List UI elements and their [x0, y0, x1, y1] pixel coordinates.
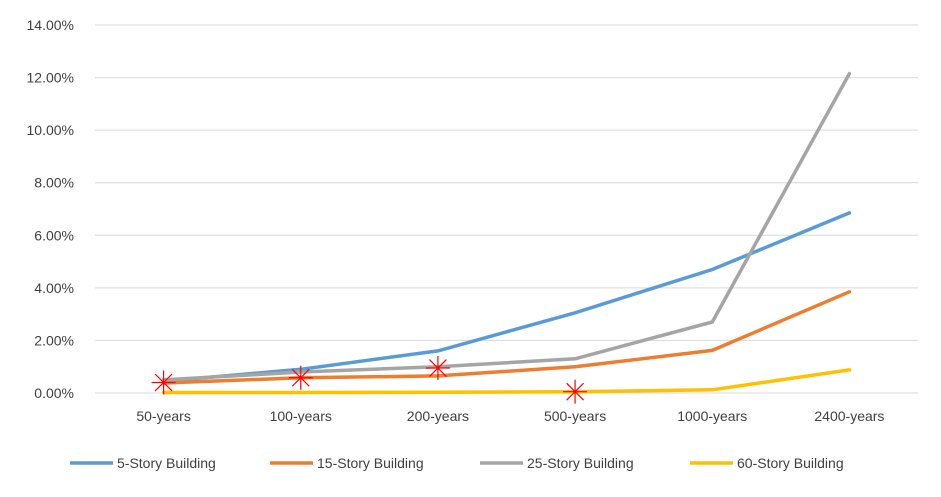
x-tick-label: 200-years — [407, 408, 469, 424]
legend-item: 15-Story Building — [270, 455, 424, 471]
gridlines — [95, 24, 918, 394]
asterisk-marker — [425, 356, 450, 381]
legend-label: 25-Story Building — [527, 455, 634, 471]
x-tick-label: 50-years — [136, 408, 190, 424]
series-line-1 — [161, 211, 852, 383]
highlight-markers — [151, 356, 588, 404]
x-tick-label: 100-years — [270, 408, 332, 424]
y-axis-tick-labels: 0.00% 2.00% 4.00% 6.00% 8.00% 10.00% 12.00% 14.… — [27, 17, 74, 401]
y-tick-label: 10.00% — [27, 122, 74, 138]
legend-label: 60-Story Building — [737, 455, 844, 471]
x-tick-label: 500-years — [544, 408, 606, 424]
series-line-3 — [161, 71, 852, 382]
legend: 5-Story Building 15-Story Building 25-Stor… — [70, 455, 844, 471]
y-tick-label: 6.00% — [34, 227, 74, 243]
series-lines — [161, 71, 852, 395]
asterisk-marker — [151, 370, 176, 395]
legend-item: 25-Story Building — [480, 455, 634, 471]
y-tick-label: 2.00% — [34, 332, 74, 348]
x-axis-tick-labels: 50-years 100-years 200-years 500-years 1000-… — [136, 408, 884, 424]
y-tick-label: 12.00% — [27, 70, 74, 86]
legend-label: 5-Story Building — [117, 455, 216, 471]
x-tick-label: 2400-years — [814, 408, 884, 424]
y-tick-label: 4.00% — [34, 280, 74, 296]
y-tick-label: 14.00% — [27, 17, 74, 33]
legend-label: 15-Story Building — [317, 455, 424, 471]
y-tick-label: 0.00% — [34, 385, 74, 401]
asterisk-marker — [288, 365, 313, 390]
series-line-2 — [161, 290, 852, 385]
y-tick-label: 8.00% — [34, 175, 74, 191]
legend-item: 60-Story Building — [690, 455, 844, 471]
series-line-4 — [161, 368, 852, 395]
x-tick-label: 1000-years — [677, 408, 747, 424]
asterisk-marker — [563, 379, 588, 404]
legend-item: 5-Story Building — [70, 455, 216, 471]
